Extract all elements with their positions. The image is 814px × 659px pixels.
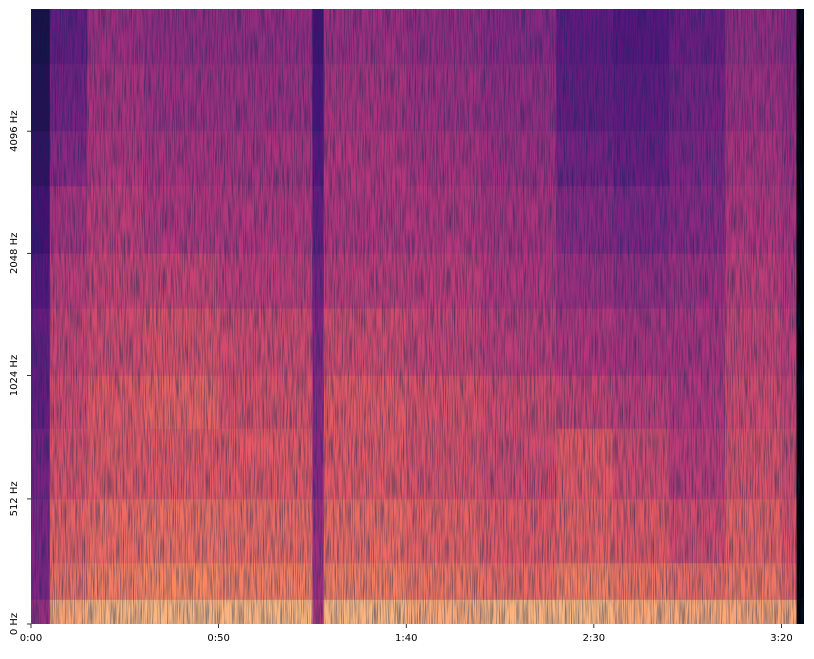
x-tick-label: 0:00 — [20, 633, 42, 644]
y-tick-label: 2048 Hz — [9, 233, 20, 274]
x-tick-label: 0:50 — [207, 633, 229, 644]
x-tick-label: 1:40 — [395, 633, 417, 644]
x-tick-label: 3:20 — [770, 633, 792, 644]
texture — [31, 9, 804, 624]
x-tick-label: 2:30 — [583, 633, 605, 644]
y-tick-label: 1024 Hz — [9, 355, 20, 396]
y-tick-label: 0 Hz — [9, 613, 20, 635]
y-tick-label: 512 Hz — [9, 481, 20, 516]
y-tick-label: 4096 Hz — [9, 110, 20, 151]
